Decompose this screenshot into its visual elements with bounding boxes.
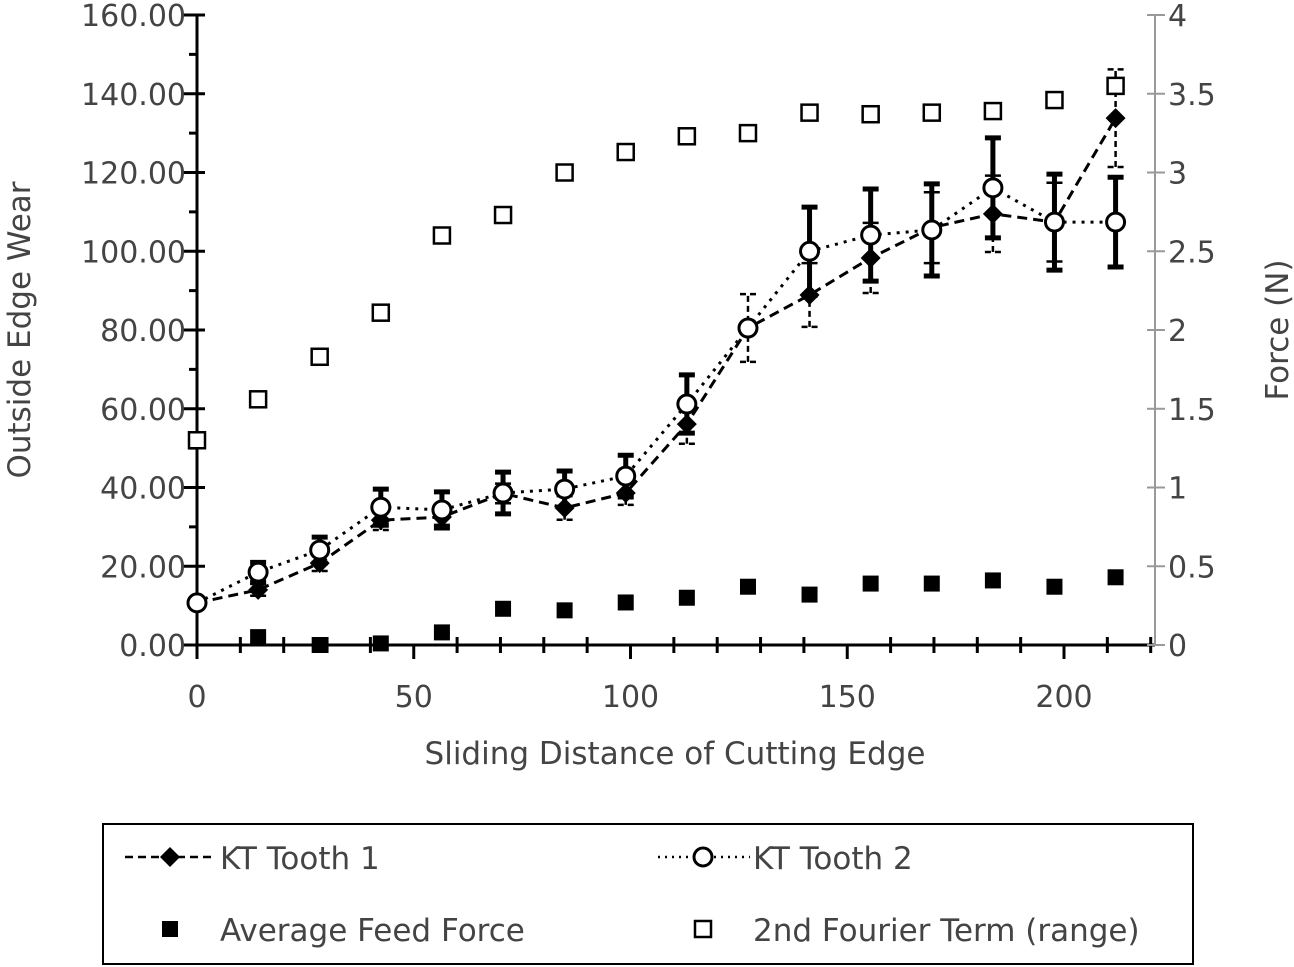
- feed-force-point: [556, 602, 573, 619]
- feed-force-point: [678, 589, 695, 606]
- data-markers: [186, 76, 1127, 653]
- y-tick-label: 140.00: [81, 78, 186, 113]
- feed-force-point: [617, 594, 634, 611]
- x-tick-label: 200: [1035, 680, 1092, 715]
- legend-label-kt-tooth-2: KT Tooth 2: [753, 841, 913, 877]
- y-tick-label: 160.00: [81, 0, 186, 34]
- feed-force-point: [311, 637, 328, 653]
- fourier-term-point: [555, 163, 574, 182]
- x-tick-label: 50: [395, 680, 433, 715]
- fourier-term-point: [187, 431, 207, 450]
- fourier-term-point: [493, 205, 513, 225]
- kt-tooth-2-point: [492, 482, 514, 504]
- y-tick-label: 20.00: [100, 550, 186, 585]
- fourier-term-point: [677, 127, 697, 146]
- kt-tooth-2-point: [1043, 211, 1065, 233]
- series-line-kt-tooth-2: [196, 186, 1116, 605]
- y2-tick-label: 2: [1168, 314, 1187, 349]
- y2-tick-label: 3.5: [1168, 78, 1216, 113]
- kt-tooth-2-point: [431, 499, 453, 521]
- kt-tooth-2-point: [309, 539, 331, 561]
- x-tick-label: 0: [187, 680, 206, 715]
- kt-tooth-1-point: [554, 497, 575, 518]
- legend-marker-kt-tooth-2: [692, 846, 714, 868]
- fourier-term-point: [432, 226, 452, 245]
- kt-tooth-2-point: [921, 219, 943, 241]
- error-bars: [189, 68, 1124, 610]
- legend-box: [102, 823, 1194, 965]
- x-tick-label: 150: [819, 680, 876, 715]
- feed-force-point: [739, 578, 756, 595]
- y-tick-label: 80.00: [100, 314, 186, 349]
- y-tick-label: 60.00: [100, 393, 186, 428]
- feed-force-point: [372, 635, 389, 652]
- fourier-term-point: [861, 104, 880, 124]
- legend-label-kt-tooth-1: KT Tooth 1: [220, 841, 380, 877]
- series-lines: [196, 117, 1117, 605]
- feed-force-point: [1107, 569, 1124, 586]
- fourier-term-point: [616, 142, 635, 162]
- x-axis-title: Sliding Distance of Cutting Edge: [425, 736, 926, 772]
- kt-tooth-2-point: [247, 561, 269, 583]
- fourier-term-point: [1106, 76, 1125, 96]
- legend-marker-kt-tooth-1: [160, 847, 180, 867]
- fourier-term-point: [800, 103, 819, 122]
- y2-tick-label: 1: [1168, 472, 1187, 507]
- kt-tooth-1-point: [982, 203, 1003, 224]
- fourier-term-point: [310, 347, 329, 367]
- fourier-term-point: [983, 101, 1003, 121]
- kt-tooth-1-point: [615, 483, 636, 504]
- feed-force-point: [923, 575, 940, 592]
- x-tick-label: 100: [602, 680, 659, 715]
- feed-force-point: [984, 572, 1001, 589]
- kt-tooth-2-point: [615, 465, 637, 487]
- kt-tooth-1-point: [676, 414, 697, 435]
- axes: 0 50 100 150 2000.0020.0040.0060.0080.00100.…: [81, 0, 1216, 715]
- kt-tooth-1-point: [248, 579, 269, 600]
- feed-force-point: [250, 629, 267, 646]
- y-axis-title: Outside Edge Wear: [2, 181, 38, 478]
- legend-marker-2nd-fourier-term: [693, 919, 713, 939]
- legend-marker-average-feed-force: [162, 921, 178, 937]
- kt-tooth-1-point: [799, 284, 820, 305]
- kt-tooth-2-point: [1105, 211, 1127, 233]
- y2-tick-label: 2.5: [1168, 235, 1216, 270]
- legend-label-average-feed-force: Average Feed Force: [220, 913, 525, 949]
- y2-tick-label: 3: [1168, 157, 1187, 192]
- kt-tooth-2-point: [186, 592, 208, 614]
- y2-tick-label: 0.5: [1168, 550, 1216, 585]
- legend: KT Tooth 1 KT Tooth 2 Average Feed Force…: [102, 823, 1194, 965]
- y2-tick-label: 0: [1168, 629, 1187, 664]
- kt-tooth-2-point: [799, 240, 821, 262]
- fourier-term-point: [1045, 90, 1064, 110]
- y-tick-label: 40.00: [100, 472, 186, 507]
- kt-tooth-2-point: [554, 478, 576, 500]
- feed-force-point: [1046, 578, 1063, 595]
- kt-tooth-2-point: [860, 224, 882, 246]
- fourier-term-point: [371, 303, 391, 322]
- fourier-term-point: [922, 103, 942, 122]
- fourier-term-point: [738, 123, 758, 143]
- legend-label-2nd-fourier-term: 2nd Fourier Term (range): [753, 913, 1140, 949]
- y-tick-label: 100.00: [81, 235, 186, 270]
- kt-tooth-2-point: [370, 496, 392, 518]
- feed-force-point: [801, 586, 818, 603]
- feed-force-point: [862, 575, 879, 592]
- fourier-term-point: [248, 390, 268, 409]
- kt-tooth-2-point: [982, 177, 1004, 199]
- kt-tooth-2-point: [737, 317, 759, 339]
- kt-tooth-1-point: [860, 247, 881, 268]
- feed-force-point: [433, 624, 450, 641]
- y2-tick-label: 4: [1168, 0, 1187, 34]
- y-tick-label: 120.00: [81, 157, 186, 192]
- y2-axis-title: Force (N): [1260, 259, 1294, 400]
- feed-force-point: [495, 600, 512, 617]
- series-line-kt-tooth-1: [196, 117, 1117, 605]
- kt-tooth-1-point: [1105, 108, 1126, 129]
- y-tick-label: 0.00: [119, 629, 186, 664]
- kt-tooth-2-point: [676, 393, 698, 415]
- y2-tick-label: 1.5: [1168, 393, 1216, 428]
